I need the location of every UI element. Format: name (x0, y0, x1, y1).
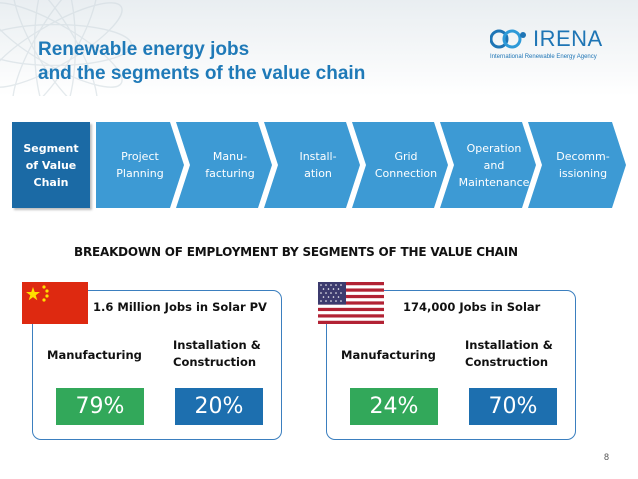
logo-tagline: International Renewable Energy Agency (490, 54, 597, 60)
chain-step-installation: Install- ation (264, 122, 360, 208)
china-installation-label-line: Installation & (173, 338, 261, 352)
chain-step-text: Planning (116, 167, 164, 180)
usa-panel-title: 174,000 Jobs in Solar (403, 300, 541, 314)
value-chain-label-line: of Value (25, 158, 77, 172)
usa-manufacturing-percentage: 24% (350, 388, 438, 425)
value-chain-label-line: Segment (23, 141, 79, 155)
page-title: Renewable energy jobs and the segments o… (38, 38, 365, 86)
china-installation-label-line: Construction (173, 355, 257, 369)
decorative-flower-graphic (0, 0, 133, 96)
page-number: 8 (604, 452, 610, 462)
logo-name: IRENA (533, 26, 603, 51)
irena-logo: IRENA International Renewable Energy Age… (490, 26, 625, 66)
chain-step-text: Connection (374, 167, 438, 180)
chain-step-operation-maintenance: Operation and Maintenance (440, 122, 536, 208)
chain-step-text: Project (121, 150, 159, 163)
china-installation-percentage: 20% (175, 388, 263, 425)
chain-step-text: Decomm- (556, 150, 610, 163)
usa-flag-icon (318, 282, 384, 324)
chain-step-text: and (483, 158, 505, 172)
chain-step-text: Install- (299, 150, 337, 163)
value-chain-label-line: Chain (33, 175, 69, 189)
value-chain-label: Segment of Value Chain (12, 122, 90, 208)
chain-step-decommissioning: Decomm- issioning (528, 122, 626, 208)
chain-step-text: Grid (394, 150, 418, 163)
china-manufacturing-percentage: 79% (56, 388, 144, 425)
china-flag-icon (22, 282, 88, 324)
chain-step-text: Manu- (212, 150, 248, 163)
chain-step-manufacturing: Manu- facturing (176, 122, 272, 208)
chain-step-text: Maintenance (458, 175, 530, 189)
irena-logo-mark-icon (490, 29, 526, 49)
china-installation-label: Installation & Construction (173, 337, 261, 371)
china-panel-title: 1.6 Million Jobs in Solar PV (93, 300, 267, 314)
header-band: Renewable energy jobs and the segments o… (0, 0, 638, 96)
china-jobs-panel: 1.6 Million Jobs in Solar PV Manufacturi… (32, 290, 282, 440)
chain-step-grid-connection: Grid Connection (352, 122, 448, 208)
usa-jobs-panel: 174,000 Jobs in Solar Manufacturing Inst… (326, 290, 576, 440)
chain-step-text: issioning (558, 167, 608, 180)
chain-step-text: facturing (205, 167, 255, 180)
usa-installation-percentage: 70% (469, 388, 557, 425)
usa-installation-label: Installation & Construction (465, 337, 553, 371)
title-line-1: Renewable energy jobs (38, 39, 250, 60)
usa-installation-label-line: Construction (465, 355, 549, 369)
usa-manufacturing-label: Manufacturing (341, 348, 436, 362)
chain-step-project-planning: Project Planning (96, 122, 184, 208)
value-chain: Segment of Value Chain Project Planning … (0, 120, 638, 212)
chain-step-text: Operation (466, 141, 522, 155)
breakdown-heading: BREAKDOWN OF EMPLOYMENT BY SEGMENTS OF T… (74, 245, 518, 259)
chain-step-text: ation (304, 167, 332, 180)
title-line-2: and the segments of the value chain (38, 63, 366, 84)
china-manufacturing-label: Manufacturing (47, 348, 142, 362)
usa-installation-label-line: Installation & (465, 338, 553, 352)
